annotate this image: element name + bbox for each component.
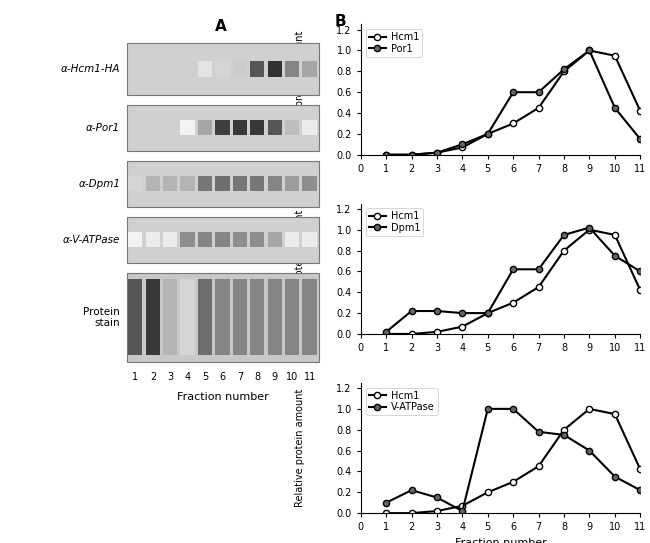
Legend: Hcm1, Por1: Hcm1, Por1 [365, 29, 422, 56]
Y-axis label: Relative protein amount: Relative protein amount [295, 210, 305, 328]
Text: 1: 1 [133, 372, 138, 382]
Text: 10: 10 [286, 372, 298, 382]
Text: 4: 4 [185, 372, 191, 382]
Text: α-Dpm1: α-Dpm1 [78, 179, 120, 189]
Y-axis label: Relative protein amount: Relative protein amount [295, 30, 305, 149]
X-axis label: Fraction number: Fraction number [454, 538, 547, 543]
Text: 3: 3 [167, 372, 174, 382]
Text: α-Hcm1-HA: α-Hcm1-HA [60, 64, 120, 74]
Legend: Hcm1, V-ATPase: Hcm1, V-ATPase [365, 388, 437, 415]
Text: 11: 11 [304, 372, 316, 382]
Text: 2: 2 [150, 372, 156, 382]
Text: Protein
stain: Protein stain [83, 307, 120, 328]
Y-axis label: Relative protein amount: Relative protein amount [295, 389, 305, 507]
Text: 6: 6 [220, 372, 226, 382]
Text: 5: 5 [202, 372, 208, 382]
Text: 8: 8 [254, 372, 261, 382]
Text: α-V-ATPase: α-V-ATPase [63, 235, 120, 245]
Text: A: A [215, 19, 227, 34]
Text: 7: 7 [237, 372, 243, 382]
Legend: Hcm1, Dpm1: Hcm1, Dpm1 [365, 209, 423, 236]
Text: 9: 9 [272, 372, 278, 382]
Text: α-Por1: α-Por1 [86, 123, 120, 133]
Text: B: B [335, 14, 346, 29]
Text: Fraction number: Fraction number [177, 392, 268, 402]
